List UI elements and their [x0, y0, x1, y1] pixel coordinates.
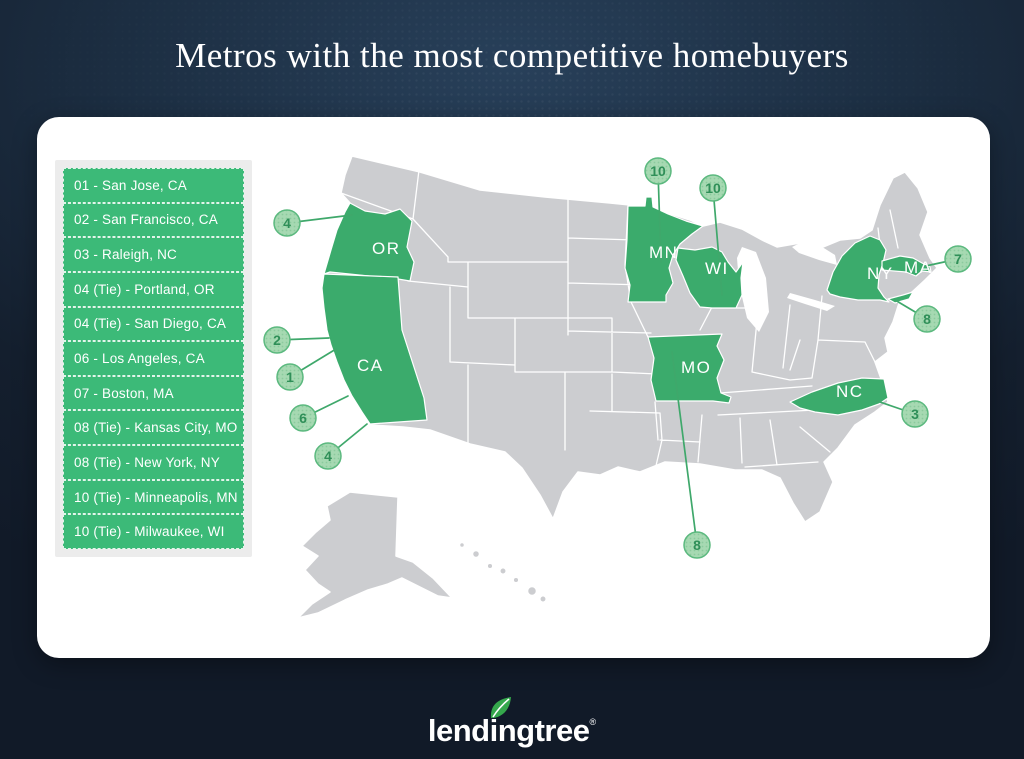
rank-badge-number: 1 — [286, 369, 294, 385]
rank-list-item: 04 (Tie) - Portland, OR — [63, 271, 244, 307]
ranking-list: 01 - San Jose, CA 02 - San Francisco, CA 0… — [55, 160, 252, 557]
lake-michigan — [737, 247, 769, 332]
state-shape-mn — [624, 196, 704, 303]
lake-erie — [787, 293, 835, 311]
rank-badge — [644, 157, 672, 185]
state-borders — [340, 169, 899, 471]
rank-badge-number: 10 — [650, 163, 666, 179]
infographic-card: 4 2 1 6 4 10 10 7 8 3 8 OR CA MN WI MO NY MA NC 01 - San J… — [37, 117, 990, 658]
state-shape-wi — [675, 246, 744, 309]
page-title: Metros with the most competitive homebuy… — [175, 36, 849, 75]
rank-badge — [699, 174, 727, 202]
rank-list-item: 08 (Tie) - Kansas City, MO — [63, 410, 244, 446]
state-label-wi: WI — [705, 259, 729, 278]
rank-list-item: 01 - San Jose, CA — [63, 168, 244, 203]
rank-badge-number: 4 — [283, 215, 291, 231]
state-label-ca: CA — [357, 356, 384, 375]
rank-badge — [276, 363, 304, 391]
rank-badge-number: 4 — [324, 448, 332, 464]
rank-badge — [913, 305, 941, 333]
state-label-nc: NC — [836, 382, 864, 401]
rank-badge — [314, 442, 342, 470]
rank-badge-number: 3 — [911, 406, 919, 422]
state-label-ma: MA — [904, 258, 933, 277]
brand-logo: lendingtree® — [0, 686, 1024, 746]
rank-badge — [683, 531, 711, 559]
state-shape-ma — [881, 255, 932, 277]
rank-badge-number: 8 — [693, 537, 701, 553]
rank-list-item: 07 - Boston, MA — [63, 375, 244, 411]
state-shape-mo — [647, 333, 732, 404]
leaf-icon — [490, 697, 511, 718]
lake-huron — [792, 242, 837, 265]
state-label-mn: MN — [649, 243, 678, 262]
hawaii-islands — [458, 541, 547, 603]
rank-badge-number: 2 — [273, 332, 281, 348]
rank-badge — [273, 209, 301, 237]
state-shape-or — [323, 202, 415, 282]
state-label-ny: NY — [867, 264, 894, 283]
rank-list-item: 06 - Los Angeles, CA — [63, 341, 244, 376]
rank-badge-number: 10 — [705, 180, 721, 196]
rank-badge — [944, 245, 972, 273]
rank-list-item: 03 - Raleigh, NC — [63, 237, 244, 272]
us-map: 4 2 1 6 4 10 10 7 8 3 8 OR CA MN WI MO NY MA NC — [263, 155, 972, 619]
state-shape-ny — [826, 235, 890, 303]
brand-name: lendingtree — [427, 713, 590, 748]
rank-badge — [289, 404, 317, 432]
state-label-mo: MO — [681, 358, 711, 377]
alaska-shape — [297, 491, 453, 619]
rank-list-item: 08 (Tie) - New York, NY — [63, 445, 244, 480]
rank-badge-number: 8 — [923, 311, 931, 327]
rank-list-item: 02 - San Francisco, CA — [63, 202, 244, 238]
badge-leader-line — [671, 351, 698, 546]
rank-badge — [901, 400, 929, 428]
rank-badge-number: 7 — [954, 251, 962, 267]
badge-leader-line — [712, 187, 723, 296]
badge-leader-line — [657, 170, 662, 263]
rank-list-item: 10 (Tie) - Milwaukee, WI — [63, 514, 244, 550]
registered-mark: ® — [589, 717, 597, 727]
state-shape-ca — [321, 273, 428, 425]
rank-list-item: 04 (Tie) - San Diego, CA — [63, 306, 244, 342]
state-shape-nc — [789, 377, 889, 416]
state-label-or: OR — [372, 239, 401, 258]
rank-badge-number: 6 — [299, 410, 307, 426]
rank-badge — [263, 326, 291, 354]
rank-list-item: 10 (Tie) - Minneapolis, MN — [63, 479, 244, 515]
